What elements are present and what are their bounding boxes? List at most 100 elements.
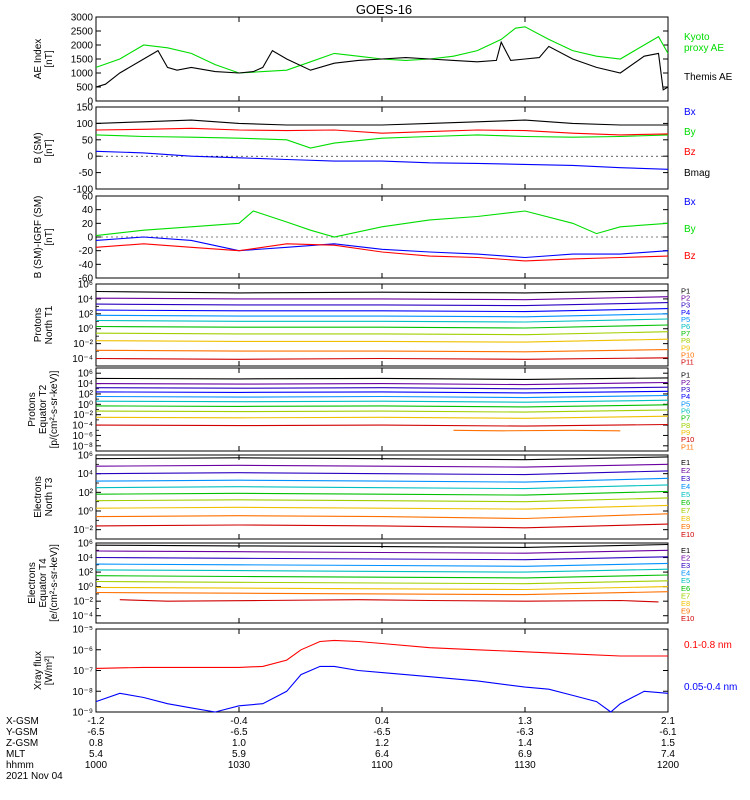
series-label: P3 — [681, 301, 690, 310]
series-label: Bz — [684, 147, 696, 158]
y-tick-label: 100 — [76, 119, 93, 130]
y-tick-label: 150 — [76, 103, 93, 114]
series-line-e9 — [95, 591, 669, 596]
y-tick-label: 10⁻⁷ — [73, 666, 93, 677]
y-tick-label: 10⁻⁸ — [72, 687, 93, 698]
y-axis-title: B (SM)-IGRF (SM) — [33, 196, 44, 279]
y-axis-title: Equator T4 — [38, 558, 49, 608]
y-tick-label: 1500 — [71, 55, 94, 66]
y-axis-title: [W/m²] — [44, 656, 55, 686]
panel-bigrf: -60 -40 -20 0 20 40 60 B (SM)-IGRF (SM) [nT] Bx By… — [33, 192, 696, 285]
series-line-p7 — [95, 324, 669, 329]
y-tick-label: 60 — [82, 192, 94, 203]
series-label: 0.1-0.8 nm — [684, 640, 732, 651]
y-tick-label: 2500 — [71, 27, 94, 38]
y-tick-label: 10⁻⁵ — [72, 625, 93, 636]
y-tick-label: 10⁻² — [73, 597, 93, 608]
y-tick-label: -100 — [73, 185, 93, 196]
series-label: E7 — [681, 591, 690, 600]
y-tick-label: 10² — [79, 568, 94, 579]
series-label: P4 — [681, 308, 690, 317]
y-tick-label: 1000 — [71, 69, 94, 80]
panel-bsm: -100 -50 0 50 100 150 B (SM) [nT] Bx By Bz Bmag — [33, 103, 710, 196]
series-label: E2 — [681, 553, 690, 562]
ephemeris-row-label: X-GSM — [6, 716, 39, 727]
series-line-e10 — [95, 523, 669, 529]
series-label: P9 — [681, 428, 690, 437]
series-line-p5 — [95, 313, 669, 318]
y-tick-label: 10⁶ — [78, 539, 93, 550]
panel-frame — [95, 106, 669, 190]
y-tick-label: 10² — [79, 389, 94, 400]
y-tick-label: 10⁻⁴ — [72, 611, 93, 622]
panel-eeq: 10⁻⁴ 10⁻² 10⁰ 10² 10⁴ 10⁶ Electrons Equator T4[… — [27, 539, 694, 624]
series-line-e1 — [95, 543, 669, 548]
ephemeris-row-label: Z-GSM — [6, 738, 38, 749]
figure-title: GOES-16 — [356, 2, 412, 17]
series-label: P3 — [681, 385, 690, 394]
y-tick-label: 0 — [87, 97, 93, 108]
y-tick-label: 10⁻⁶ — [72, 431, 93, 442]
y-tick-label: 3000 — [71, 13, 94, 24]
series-line-e7 — [95, 580, 669, 585]
ephemeris-value: 7.4 — [661, 749, 675, 760]
y-tick-label: 10⁻⁸ — [72, 441, 93, 452]
series-line-p7 — [95, 404, 669, 408]
ephemeris-value: 1030 — [228, 760, 251, 771]
panel-ae: 0 500 1000 1500 2000 2500 3000 AE Index [nT] Kyot… — [33, 13, 733, 108]
series-line-p10 — [95, 349, 669, 353]
y-tick-label: 10⁴ — [78, 553, 93, 564]
series-label: Bx — [684, 107, 696, 118]
ephemeris-value: -6.5 — [373, 727, 391, 738]
ephemeris-value: 1.5 — [661, 738, 675, 749]
series-line-e3 — [95, 556, 669, 561]
ephemeris-value: -6.1 — [659, 727, 677, 738]
series-label: Bx — [684, 197, 696, 208]
series-line-p3 — [95, 302, 669, 307]
y-tick-label: 10⁰ — [78, 582, 93, 593]
series-line-0-1-0-8-nm — [95, 639, 668, 669]
ephemeris-value: -1.2 — [87, 716, 105, 727]
series-line-p4 — [95, 390, 669, 394]
series-line-p11 — [95, 357, 669, 360]
series-label: E7 — [681, 506, 690, 515]
series-label: E2 — [681, 466, 690, 475]
panel-xray: 10⁻⁹ 10⁻⁸ 10⁻⁷ 10⁻⁶ 10⁻⁵ Xray flux [W/m²] 0.1-0… — [33, 625, 737, 719]
ephemeris-row-label: MLT — [6, 749, 25, 760]
ephemeris-value: 0.8 — [89, 738, 103, 749]
y-axis-title: B (SM) — [33, 132, 44, 163]
panel-frame — [95, 283, 669, 367]
series-line-p1 — [95, 377, 669, 380]
y-tick-label: 2000 — [71, 41, 94, 52]
panel-frame — [95, 628, 669, 713]
y-tick-label: 10⁻⁴ — [72, 354, 93, 365]
series-line-0-05-0-4-nm — [95, 665, 669, 713]
series-line-kyoto-proxy-ae — [95, 26, 669, 74]
series-line-e2 — [95, 549, 669, 554]
series-label: E1 — [681, 546, 690, 555]
series-label: P2 — [681, 294, 690, 303]
y-axis-title: North T1 — [44, 305, 55, 344]
y-axis-title: AE Index — [33, 39, 44, 80]
series-label: By — [684, 127, 696, 138]
series-line-by — [95, 134, 669, 149]
y-tick-label: 10⁻² — [73, 525, 93, 536]
y-axis-title: North T3 — [44, 477, 55, 516]
x-axis-ephemeris: X-GSM -1.2 -0.4 0.4 1.3 2.1 Y-GSM -6.5 -6.5 -6.5 -… — [6, 716, 680, 782]
series-line-e4 — [95, 477, 669, 483]
series-label: Bz — [684, 251, 696, 262]
series-label: E8 — [681, 514, 690, 523]
series-label: P8 — [681, 421, 690, 430]
series-label: E6 — [681, 584, 690, 593]
series-line-p9 — [95, 338, 669, 343]
series-label: P5 — [681, 399, 690, 408]
series-label: E3 — [681, 474, 690, 483]
ephemeris-row-label: hhmm — [6, 760, 34, 771]
series-label: P6 — [681, 322, 690, 331]
series-line-by — [95, 210, 669, 238]
series-label: Bmag — [684, 168, 710, 179]
series-line-e5 — [95, 484, 669, 490]
series-line-p11 — [453, 429, 621, 432]
